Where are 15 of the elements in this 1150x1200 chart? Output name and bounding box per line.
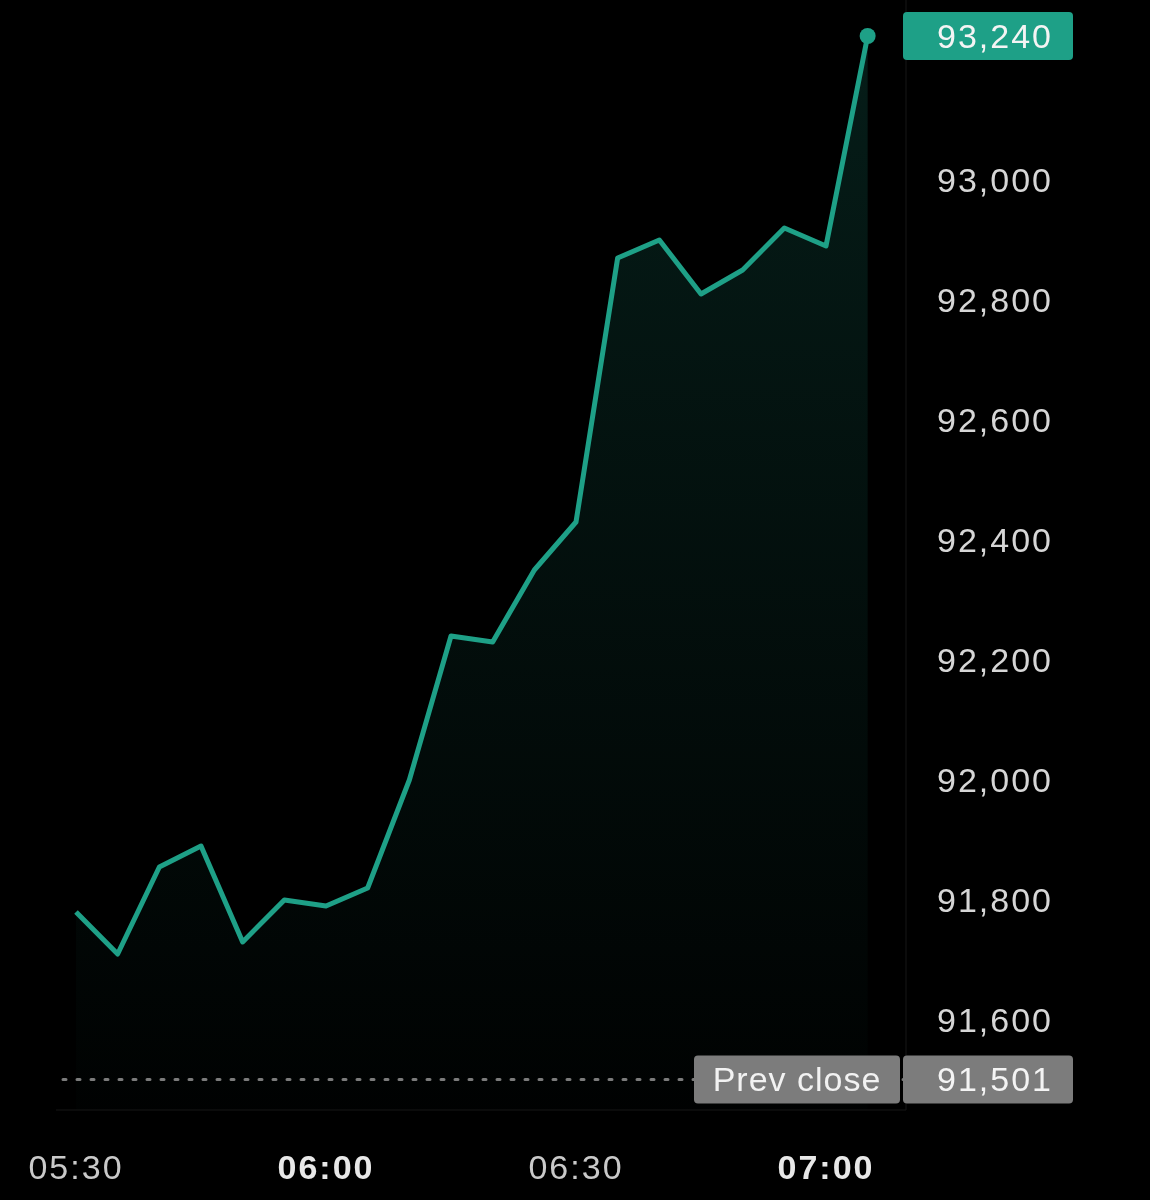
- y-tick-label: 91,800: [937, 881, 1053, 919]
- y-tick-label: 92,600: [937, 401, 1053, 439]
- y-tick-label: 91,501: [937, 1060, 1053, 1099]
- x-tick-label: 06:30: [528, 1148, 624, 1186]
- y-tick-label: 93,000: [937, 161, 1053, 199]
- ref-line-label: Prev close: [712, 1060, 882, 1099]
- y-tick-label: 92,800: [937, 281, 1053, 319]
- x-tick-label: 06:00: [277, 1148, 375, 1186]
- y-tick-label: 92,200: [937, 641, 1053, 679]
- x-tick-label: 05:30: [28, 1148, 124, 1186]
- y-tick-label: 91,600: [937, 1001, 1053, 1039]
- annotation: 93,240: [937, 17, 1053, 55]
- y-tick-label: 92,400: [937, 521, 1053, 559]
- y-tick-label: 92,000: [937, 761, 1053, 799]
- x-tick-label: 07:00: [777, 1148, 875, 1186]
